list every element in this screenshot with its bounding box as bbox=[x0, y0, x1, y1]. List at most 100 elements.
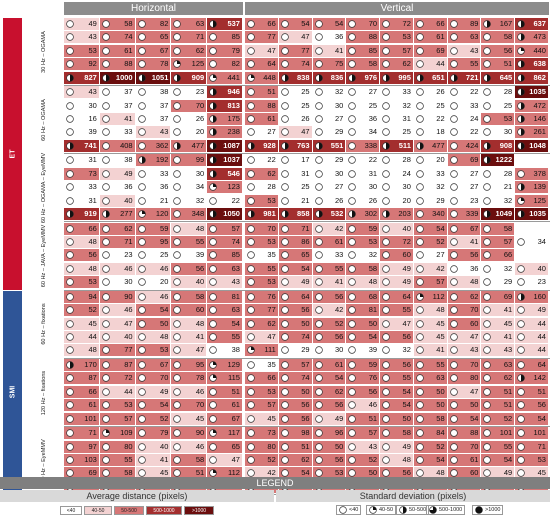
cell-value: 80 bbox=[124, 441, 133, 451]
table-cell: 120 bbox=[135, 208, 171, 220]
table-cell: 50 bbox=[413, 385, 447, 398]
table-cell: 28 bbox=[481, 167, 515, 180]
sd-indicator-icon bbox=[517, 73, 525, 82]
table-cell: 54 bbox=[278, 262, 312, 275]
table-cell: 49 bbox=[99, 167, 135, 180]
cell-value: 858 bbox=[297, 209, 310, 218]
table-cell: 51 bbox=[481, 385, 515, 398]
cell-value: 58 bbox=[436, 413, 445, 423]
table-cell: 62 bbox=[245, 317, 278, 330]
table-cell: 33 bbox=[447, 99, 481, 112]
cell-value: 1035 bbox=[529, 209, 546, 218]
cell-value: 43 bbox=[88, 32, 97, 42]
table-cell: 62 bbox=[245, 167, 278, 180]
sd-indicator-icon bbox=[247, 469, 255, 478]
cell-value: 836 bbox=[330, 72, 344, 82]
sd-indicator-icon bbox=[382, 333, 390, 341]
table-cell: 33 bbox=[99, 126, 135, 139]
section-separator bbox=[64, 221, 550, 223]
cell-value: 56 bbox=[470, 250, 479, 260]
cell-value: 61 bbox=[88, 400, 97, 410]
sd-indicator-icon bbox=[416, 333, 424, 341]
cell-value: 53 bbox=[88, 45, 97, 55]
sd-indicator-icon bbox=[173, 346, 182, 355]
sd-indicator-icon bbox=[209, 60, 217, 68]
cell-value: 39 bbox=[195, 250, 205, 260]
cell-value: 73 bbox=[267, 428, 276, 438]
cell-value: 20 bbox=[160, 277, 169, 287]
cell-value: 25 bbox=[436, 100, 445, 110]
sd-indicator-icon bbox=[137, 88, 146, 96]
sd-indicator-icon bbox=[173, 333, 182, 341]
cell-value: 57 bbox=[436, 277, 445, 287]
table-cell: 50 bbox=[346, 317, 380, 330]
table-cell: 66 bbox=[245, 18, 278, 30]
cell-value: 22 bbox=[368, 155, 378, 165]
cell-value: 909 bbox=[191, 72, 205, 82]
cell-value: 49 bbox=[402, 263, 411, 273]
cell-value: 47 bbox=[231, 455, 240, 464]
table-cell: 47 bbox=[278, 31, 312, 44]
sd-indicator-icon bbox=[173, 73, 182, 82]
cell-value: 115 bbox=[228, 373, 240, 383]
table-cell: 27 bbox=[447, 181, 481, 194]
sd-indicator-icon bbox=[382, 374, 390, 383]
table-cell: 129 bbox=[207, 359, 242, 371]
table-cell: 85 bbox=[346, 44, 380, 57]
cell-value: 49 bbox=[503, 468, 513, 478]
table-cell: 651 bbox=[413, 71, 447, 84]
table-cell: 99 bbox=[171, 154, 207, 167]
cell-value: 27 bbox=[368, 87, 378, 97]
cell-value: 49 bbox=[124, 168, 133, 178]
table-cell: 29 bbox=[312, 126, 346, 139]
table-cell: 88 bbox=[346, 31, 380, 44]
cell-value: 67 bbox=[160, 360, 169, 369]
table-cell: 22 bbox=[245, 154, 278, 167]
table-cell: 47 bbox=[447, 385, 481, 398]
cell-value: 41 bbox=[334, 277, 344, 287]
cell-value: 44 bbox=[537, 332, 546, 341]
table-cell: 40 bbox=[171, 276, 207, 289]
table-cell: 69 bbox=[413, 44, 447, 57]
sd-indicator-icon bbox=[483, 388, 492, 396]
table-cell: 645 bbox=[481, 71, 515, 84]
cell-value: 50 bbox=[301, 386, 310, 396]
cell-value: 63 bbox=[503, 360, 513, 369]
table-cell: 27 bbox=[346, 86, 380, 99]
cell-value: 58 bbox=[503, 223, 513, 233]
table-cell: 827 bbox=[64, 71, 99, 84]
sd-indicator-icon bbox=[517, 101, 525, 110]
table-cell: 62 bbox=[278, 454, 312, 466]
table-cell: 27 bbox=[312, 181, 346, 194]
sd-indicator-icon bbox=[382, 401, 390, 409]
table-cell: 57 bbox=[207, 222, 242, 235]
cell-value: 142 bbox=[533, 373, 546, 383]
table-cell: 64 bbox=[245, 58, 278, 71]
cell-value: 30 bbox=[402, 182, 411, 192]
table-cell: 43 bbox=[64, 86, 99, 99]
cell-value: 55 bbox=[402, 373, 411, 383]
table-cell: 54 bbox=[413, 222, 447, 235]
table-cell: 50 bbox=[447, 399, 481, 412]
sd-indicator-icon bbox=[137, 73, 146, 82]
cell-value: 408 bbox=[120, 140, 133, 150]
cell-value: 43 bbox=[368, 441, 378, 451]
cell-value: 17 bbox=[301, 155, 310, 165]
table-cell: 48 bbox=[413, 467, 447, 480]
table-cell: 112 bbox=[207, 467, 242, 480]
table-cell: 50 bbox=[135, 317, 171, 330]
sd-indicator-icon bbox=[348, 73, 357, 82]
table-cell: 64 bbox=[278, 290, 312, 303]
cell-value: 54 bbox=[402, 400, 411, 410]
table-cell: 47 bbox=[99, 317, 135, 330]
cell-value: 66 bbox=[503, 250, 513, 260]
cell-value: 61 bbox=[267, 114, 276, 123]
cell-value: 139 bbox=[533, 182, 546, 192]
table-cell: 46 bbox=[346, 399, 380, 412]
table-cell: 56 bbox=[312, 399, 346, 412]
sd-indicator-icon bbox=[348, 20, 357, 28]
sd-indicator-icon bbox=[483, 278, 492, 286]
table-cell: 52 bbox=[346, 454, 380, 466]
cell-value: 34 bbox=[195, 182, 205, 192]
cell-value: 62 bbox=[334, 386, 344, 396]
